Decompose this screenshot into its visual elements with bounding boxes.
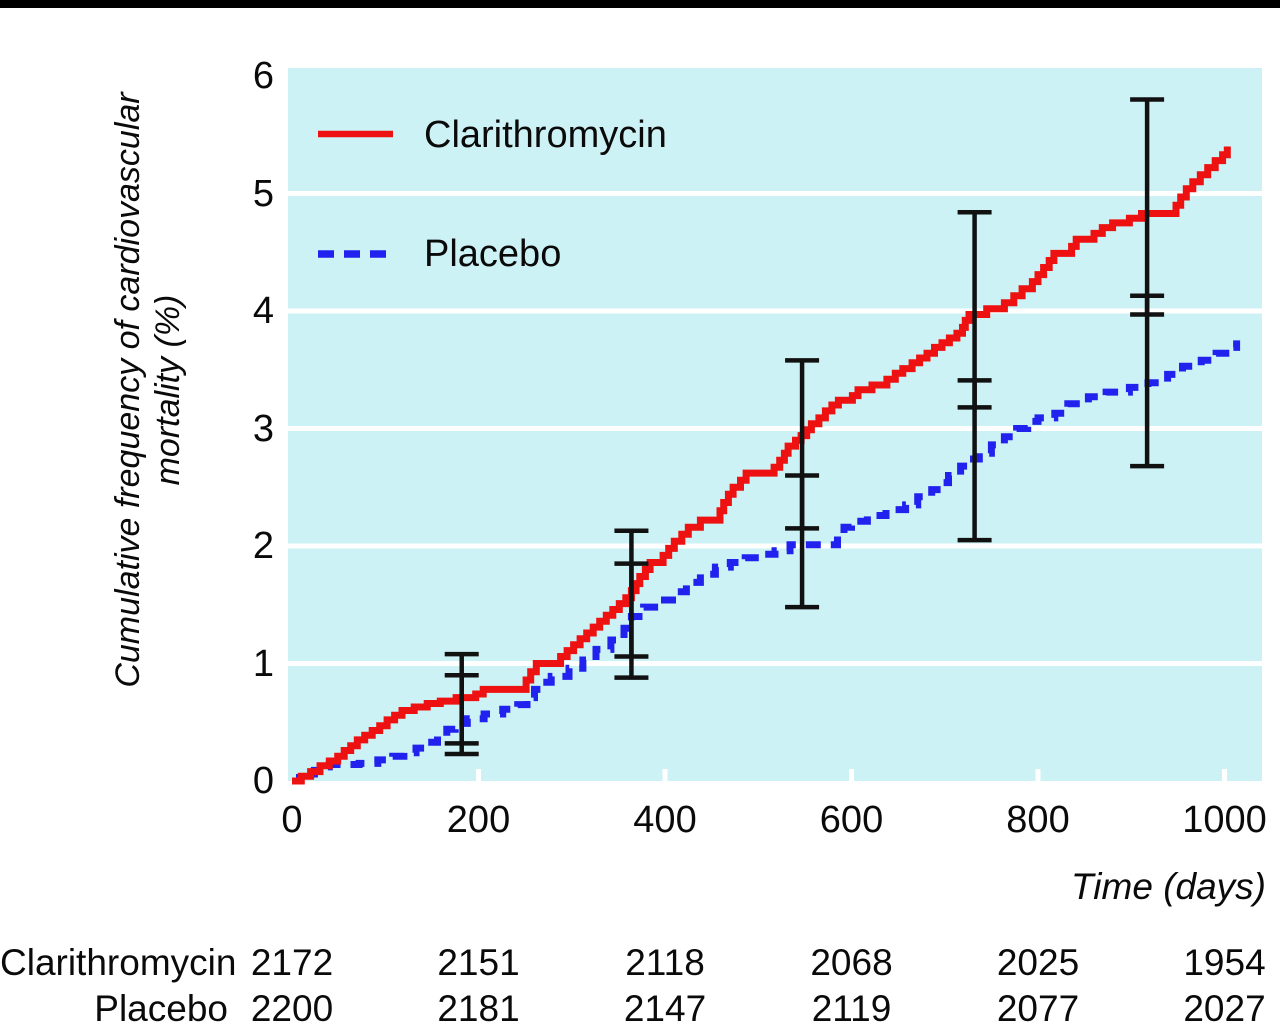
y-axis-label: Cumulative frequency of cardiovascular m… [108,45,192,735]
risk-value-placebo-day200: 2181 [437,988,520,1027]
x-tick-mark-1000 [1222,769,1227,781]
risk-value-placebo-day800: 2077 [996,988,1080,1027]
y-tick-label-6: 6 [252,55,274,97]
risk-value-clarithromycin-day0: 2172 [250,942,334,983]
top-rule-bar [0,0,1280,8]
gridline-y-2 [288,543,1262,549]
y-axis-label-line2: mortality (%) [149,294,187,486]
x-tick-label-200: 200 [446,799,511,841]
x-tick-label-800: 800 [1006,799,1070,841]
risk-value-clarithromycin-day600: 2068 [810,942,893,983]
risk-value-clarithromycin-day400: 2118 [625,942,705,983]
x-axis-label: Time (days) [1071,866,1266,907]
risk-row-label-clarithromycin: Clarithromycin [0,942,237,983]
y-tick-label-0: 0 [252,760,274,802]
gridline-y-1 [288,661,1262,666]
risk-value-placebo-day1000: 2027 [1183,988,1266,1027]
risk-value-clarithromycin-day200: 2151 [437,942,520,983]
clarithromycin-curve [292,146,1231,785]
y-tick-label-1: 1 [252,642,274,685]
risk-value-placebo-day600: 2119 [811,988,892,1027]
risk-row-label-placebo: Placebo [94,988,228,1027]
x-tick-mark-400 [662,769,668,781]
legend-label-clarithromycin: Clarithromycin [424,114,667,156]
plot-area-background [288,68,1262,781]
x-tick-label-400: 400 [633,799,697,841]
y-tick-label-4: 4 [252,290,274,332]
x-tick-label-600: 600 [819,799,884,841]
risk-value-clarithromycin-day800: 2025 [996,942,1080,983]
gridline-y-4 [288,308,1262,314]
risk-value-placebo-day0: 2200 [250,988,334,1027]
y-axis-label-line1: Cumulative frequency of cardiovascular [109,92,147,688]
x-tick-label-1000: 1000 [1182,799,1267,841]
x-tick-mark-800 [1035,769,1041,781]
x-tick-label-0: 0 [281,799,303,841]
gridline-y-3 [288,426,1262,431]
legend-label-placebo: Placebo [424,233,562,275]
placebo-curve [292,340,1241,785]
x-tick-mark-200 [476,769,481,781]
y-tick-label-2: 2 [252,525,274,567]
y-tick-label-5: 5 [252,172,274,215]
x-tick-mark-600 [849,769,854,781]
y-tick-label-3: 3 [252,407,274,450]
risk-value-clarithromycin-day1000: 1954 [1183,942,1266,983]
risk-value-placebo-day400: 2147 [623,988,707,1027]
gridline-y-5 [288,191,1262,196]
